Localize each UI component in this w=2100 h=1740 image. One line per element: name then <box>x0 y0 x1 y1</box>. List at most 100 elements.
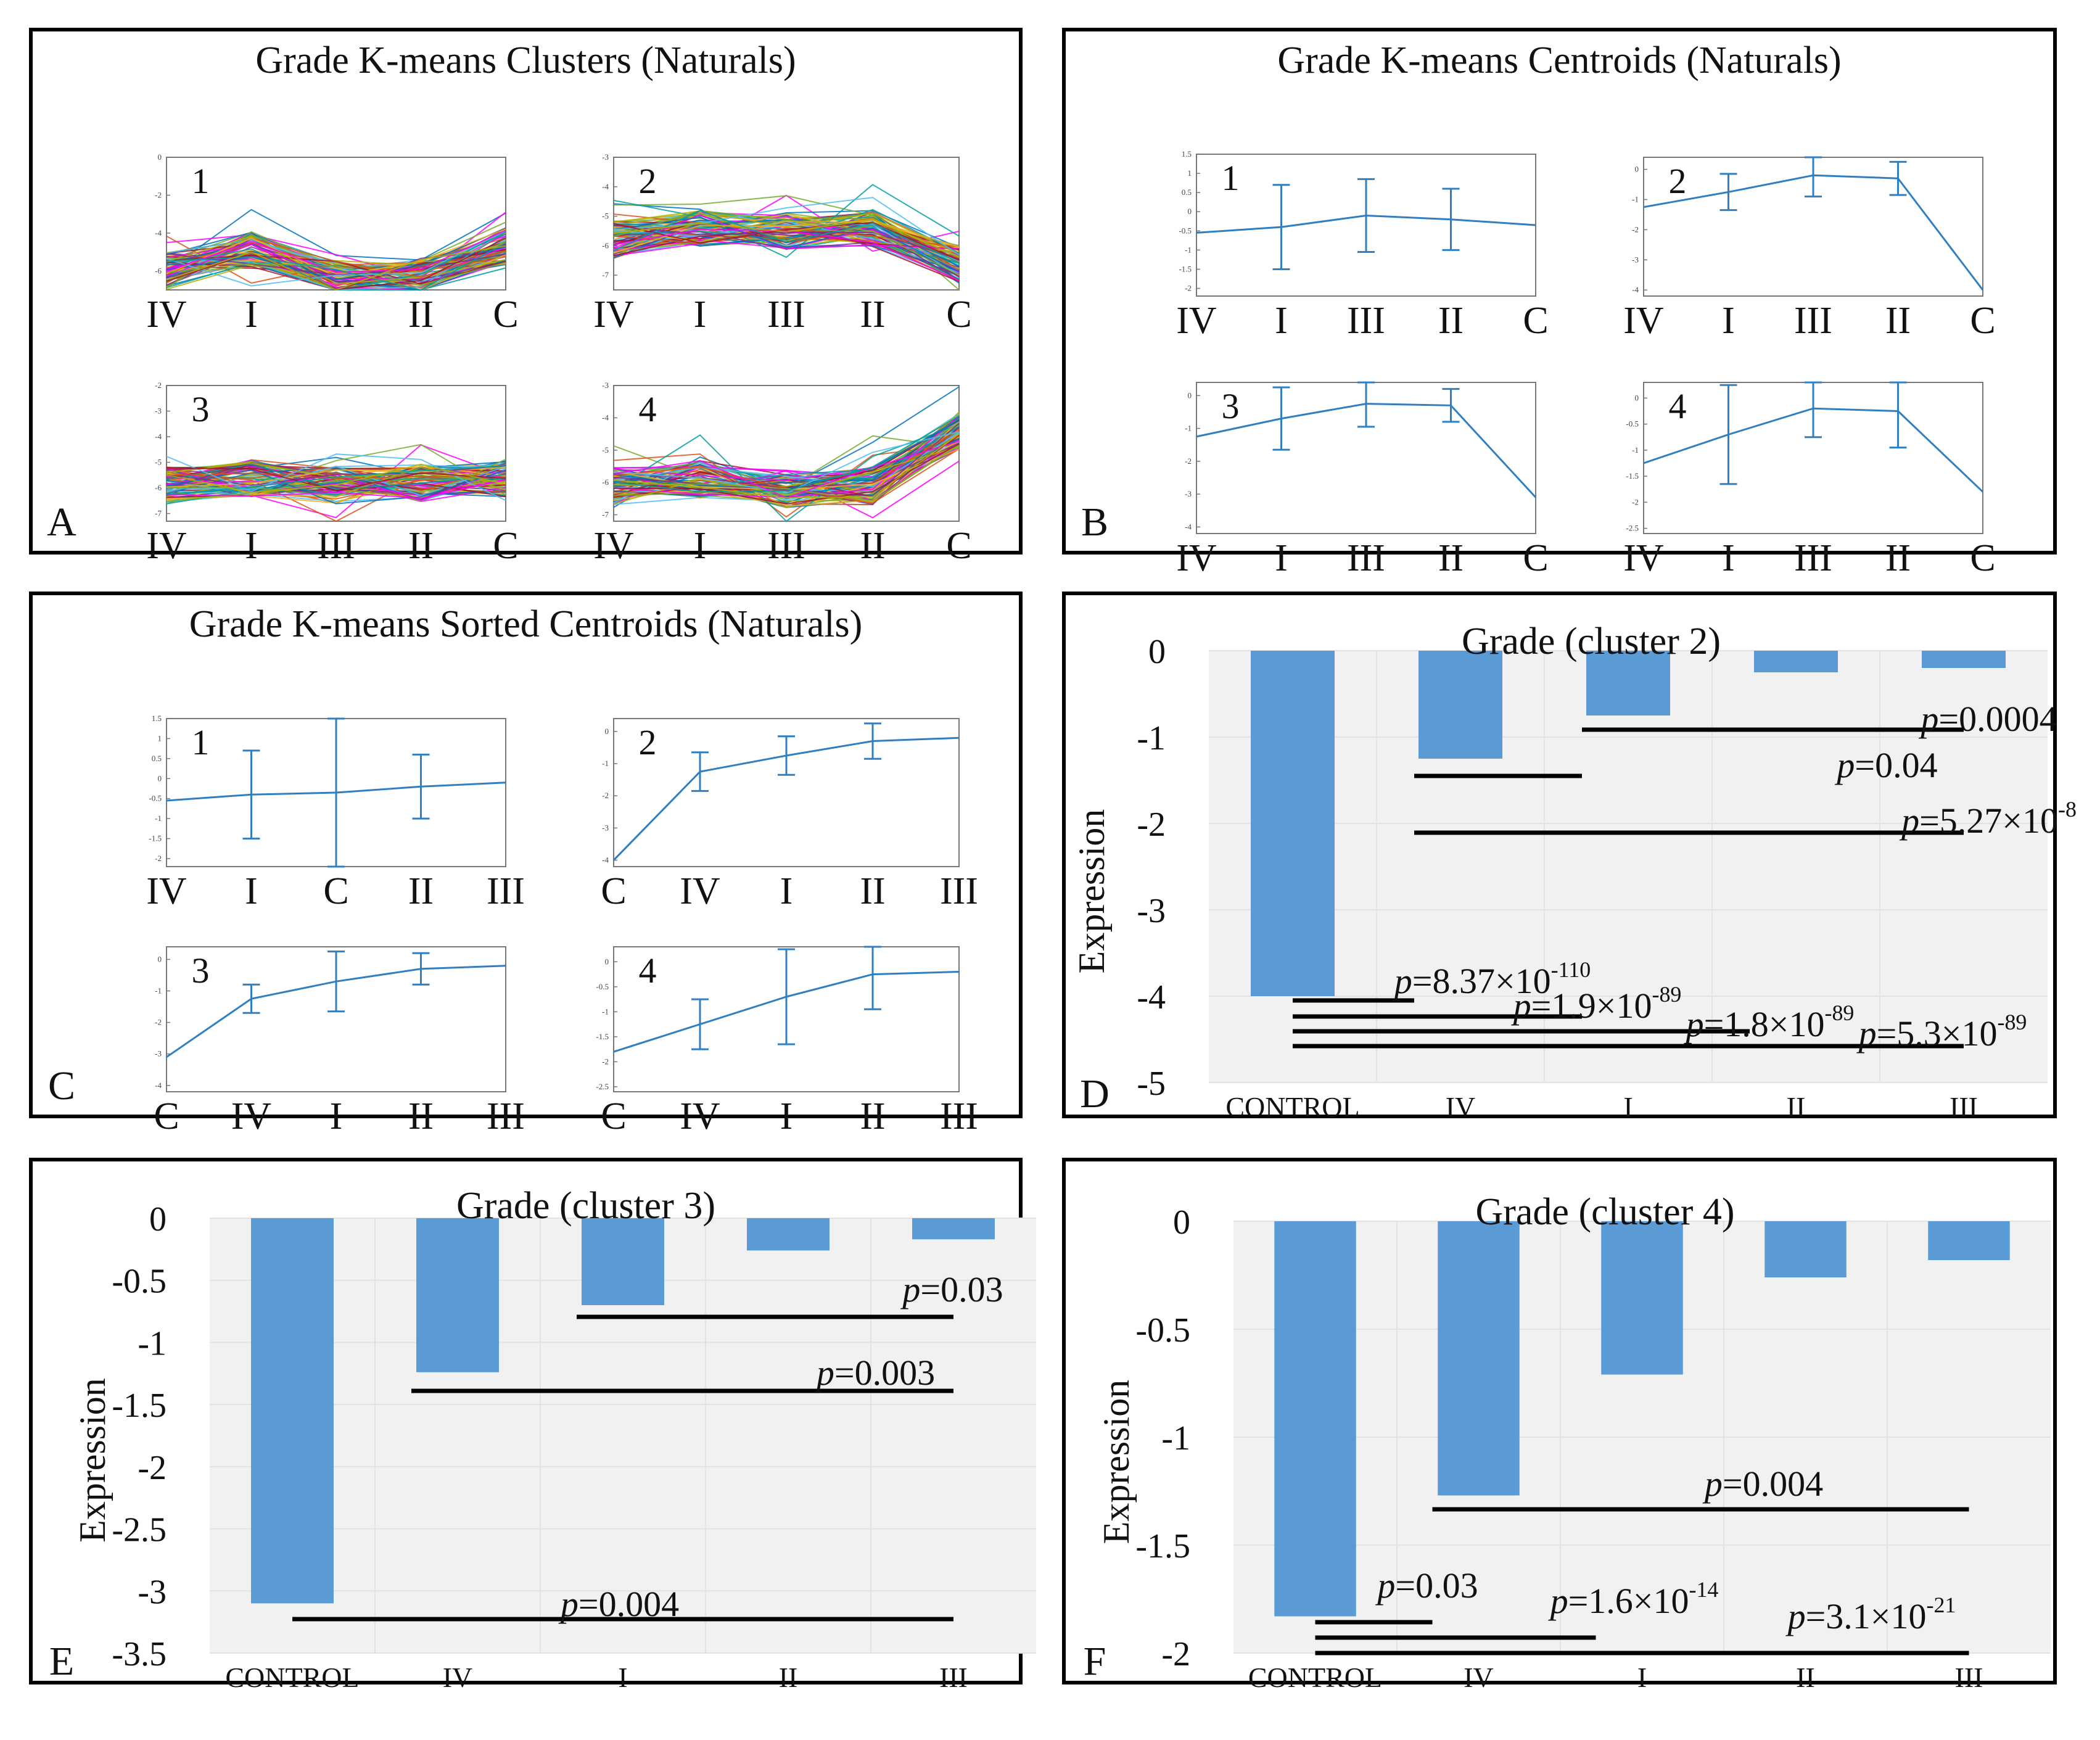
subplot-A4: -3-4-5-6-7IV I III II C4 <box>593 381 971 567</box>
bar-iv <box>1438 1221 1520 1496</box>
subplot-A3: -2-3-4-5-6-7IV I III II C3 <box>146 381 518 567</box>
x-tick-label: III <box>1794 300 1832 342</box>
y-tick-label: -1 <box>1161 1419 1190 1458</box>
p-value-label: p=0.004 <box>1702 1464 1823 1504</box>
x-tick-label: IV <box>146 525 187 567</box>
x-tick-label: I <box>1275 537 1288 579</box>
subplot-B2: 0-1-2-3-4IV I III II C2 <box>1623 156 1996 342</box>
chart-title: Grade (cluster 2) <box>1462 621 1721 662</box>
cluster-series-line <box>166 469 506 505</box>
y-tick-label: -1.5 <box>1626 471 1639 480</box>
x-tick-label: II <box>779 1662 798 1693</box>
x-tick-label: CONTROL <box>225 1662 359 1693</box>
p-value-label: p=1.9×10-89 <box>1511 982 1682 1026</box>
y-tick-label: -3 <box>602 381 609 390</box>
x-tick-label: II <box>1796 1662 1815 1693</box>
y-tick-label: -2 <box>1185 456 1192 466</box>
cluster-series-line <box>166 472 506 480</box>
x-tick-label: I <box>245 870 258 912</box>
y-tick-label: -2 <box>155 190 162 199</box>
bar-control <box>251 1218 334 1604</box>
x-tick-label: C <box>323 870 348 912</box>
x-tick-label: IV <box>1464 1662 1494 1693</box>
y-tick-label: -1.5 <box>112 1387 167 1425</box>
x-tick-label: I <box>618 1662 627 1693</box>
x-tick-label: IV <box>593 525 634 567</box>
x-tick-label: III <box>1794 537 1832 579</box>
x-tick-label: IV <box>1623 300 1664 342</box>
y-tick-label: -1 <box>1632 445 1639 455</box>
cluster-series-line <box>613 229 960 281</box>
y-tick-label: 1 <box>158 733 162 743</box>
x-tick-label: I <box>1623 1091 1633 1123</box>
panel-title-A: Grade K-means Clusters (Naturals) <box>255 39 796 81</box>
y-tick-label: -1 <box>138 1324 167 1363</box>
panel-letter-B: B <box>1081 500 1108 545</box>
y-axis-label: Expression <box>1096 1380 1137 1544</box>
x-tick-label: C <box>1970 300 1995 342</box>
bar-i <box>582 1218 664 1305</box>
y-tick-label: -3.5 <box>112 1635 167 1673</box>
x-tick-label: III <box>1955 1662 1983 1693</box>
x-tick-label: C <box>1523 537 1548 579</box>
p-value-label: p=0.0004 <box>1918 699 2057 739</box>
y-tick-label: -5 <box>602 212 609 221</box>
x-tick-label: I <box>694 525 707 567</box>
subplot-A1: 0-2-4-6IV I III II C1 <box>146 152 518 336</box>
y-tick-label: -4 <box>602 856 609 865</box>
cluster-series-line <box>613 210 960 255</box>
cluster-series-line <box>613 434 960 499</box>
x-tick-label: C <box>493 525 518 567</box>
panel-letter-C: C <box>48 1063 75 1108</box>
p-value-label: p=3.1×10-21 <box>1785 1593 1956 1636</box>
y-tick-label: -3 <box>1137 892 1166 930</box>
cluster-series-line <box>613 446 960 505</box>
x-tick-label: III <box>1347 300 1385 342</box>
subplot-number: 3 <box>192 389 210 429</box>
y-tick-label: 0 <box>158 773 162 783</box>
y-tick-label: -1 <box>155 814 162 823</box>
x-tick-label: I <box>780 1095 793 1137</box>
y-tick-label: -2 <box>602 791 609 800</box>
subplot-B3: 0-1-2-3-4IV I III II C3 <box>1176 381 1549 579</box>
y-tick-label: 1 <box>1188 168 1192 178</box>
p-value-label: p=5.3×10-89 <box>1856 1010 2027 1053</box>
x-tick-label: IV <box>593 294 634 336</box>
x-tick-label: CONTROL <box>1225 1091 1359 1123</box>
y-tick-label: -0.5 <box>1135 1311 1190 1350</box>
x-tick-label: IV <box>146 870 187 912</box>
y-tick-label: -2 <box>155 1018 162 1027</box>
bar-i <box>1586 651 1670 715</box>
x-tick-label: III <box>940 1095 978 1137</box>
cluster-series-line <box>613 221 960 261</box>
subplot-number: 2 <box>639 722 657 762</box>
y-tick-label: -3 <box>155 406 162 416</box>
y-tick-label: -3 <box>602 152 609 162</box>
x-tick-label: III <box>317 294 355 336</box>
x-tick-label: II <box>408 1095 434 1137</box>
cluster-series-line <box>613 210 960 263</box>
y-tick-label: -0.5 <box>1626 419 1639 429</box>
y-tick-label: -3 <box>602 823 609 832</box>
x-tick-label: II <box>1885 537 1911 579</box>
bar-control <box>1274 1221 1356 1617</box>
x-tick-label: IV <box>1623 537 1664 579</box>
subplot-number: 1 <box>192 722 210 762</box>
p-value-label: p=1.8×10-89 <box>1684 1000 1855 1044</box>
panel-letter-A: A <box>47 500 76 545</box>
y-tick-label: 1.5 <box>1182 149 1192 159</box>
x-tick-label: III <box>317 525 355 567</box>
x-tick-label: I <box>245 525 258 567</box>
x-tick-label: C <box>1523 300 1548 342</box>
x-tick-label: II <box>408 294 434 336</box>
x-tick-label: IV <box>680 870 720 912</box>
x-tick-label: II <box>408 870 434 912</box>
y-tick-label: -5 <box>155 458 162 467</box>
bar-iv <box>416 1218 499 1372</box>
x-tick-label: III <box>767 525 805 567</box>
x-tick-label: I <box>694 294 707 336</box>
y-tick-label: -4 <box>155 1081 162 1090</box>
x-tick-label: II <box>860 294 885 336</box>
cluster-series-line <box>613 184 960 258</box>
